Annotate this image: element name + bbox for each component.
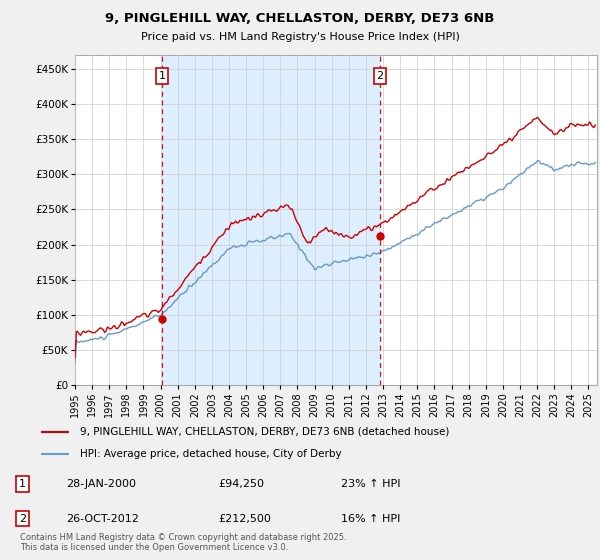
Text: 9, PINGLEHILL WAY, CHELLASTON, DERBY, DE73 6NB: 9, PINGLEHILL WAY, CHELLASTON, DERBY, DE… bbox=[106, 12, 494, 25]
Text: £94,250: £94,250 bbox=[218, 479, 264, 489]
Text: 9, PINGLEHILL WAY, CHELLASTON, DERBY, DE73 6NB (detached house): 9, PINGLEHILL WAY, CHELLASTON, DERBY, DE… bbox=[80, 427, 450, 437]
Text: 2: 2 bbox=[376, 71, 383, 81]
Bar bbox=[162, 55, 380, 385]
Text: 28-JAN-2000: 28-JAN-2000 bbox=[67, 479, 136, 489]
Text: 1: 1 bbox=[19, 479, 26, 489]
Text: 1: 1 bbox=[158, 71, 166, 81]
Text: Contains HM Land Registry data © Crown copyright and database right 2025.
This d: Contains HM Land Registry data © Crown c… bbox=[20, 533, 346, 552]
Text: 26-OCT-2012: 26-OCT-2012 bbox=[67, 514, 139, 524]
Text: 23% ↑ HPI: 23% ↑ HPI bbox=[341, 479, 400, 489]
Text: 2: 2 bbox=[19, 514, 26, 524]
Text: 16% ↑ HPI: 16% ↑ HPI bbox=[341, 514, 400, 524]
Text: HPI: Average price, detached house, City of Derby: HPI: Average price, detached house, City… bbox=[80, 449, 342, 459]
Text: £212,500: £212,500 bbox=[218, 514, 271, 524]
Text: Price paid vs. HM Land Registry's House Price Index (HPI): Price paid vs. HM Land Registry's House … bbox=[140, 32, 460, 42]
